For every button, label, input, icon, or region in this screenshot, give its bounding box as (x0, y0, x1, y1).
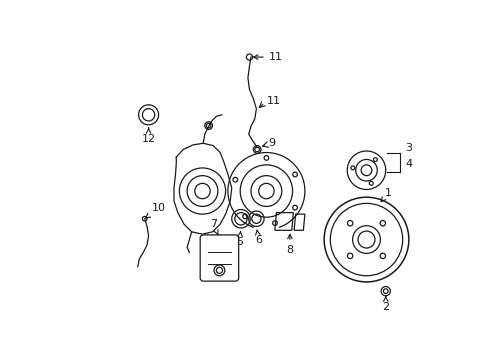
Text: 6: 6 (255, 230, 262, 245)
Text: 3: 3 (404, 143, 411, 153)
Text: 4: 4 (404, 159, 411, 169)
Text: 11: 11 (266, 96, 280, 106)
Text: 10: 10 (145, 203, 165, 218)
Text: 12: 12 (141, 128, 155, 144)
Text: 1: 1 (380, 188, 391, 202)
Text: 11: 11 (253, 52, 282, 62)
Text: 9: 9 (268, 138, 275, 148)
Text: 2: 2 (382, 296, 388, 311)
Text: 8: 8 (286, 234, 293, 255)
Text: 7: 7 (209, 219, 218, 235)
Text: 5: 5 (236, 231, 243, 247)
